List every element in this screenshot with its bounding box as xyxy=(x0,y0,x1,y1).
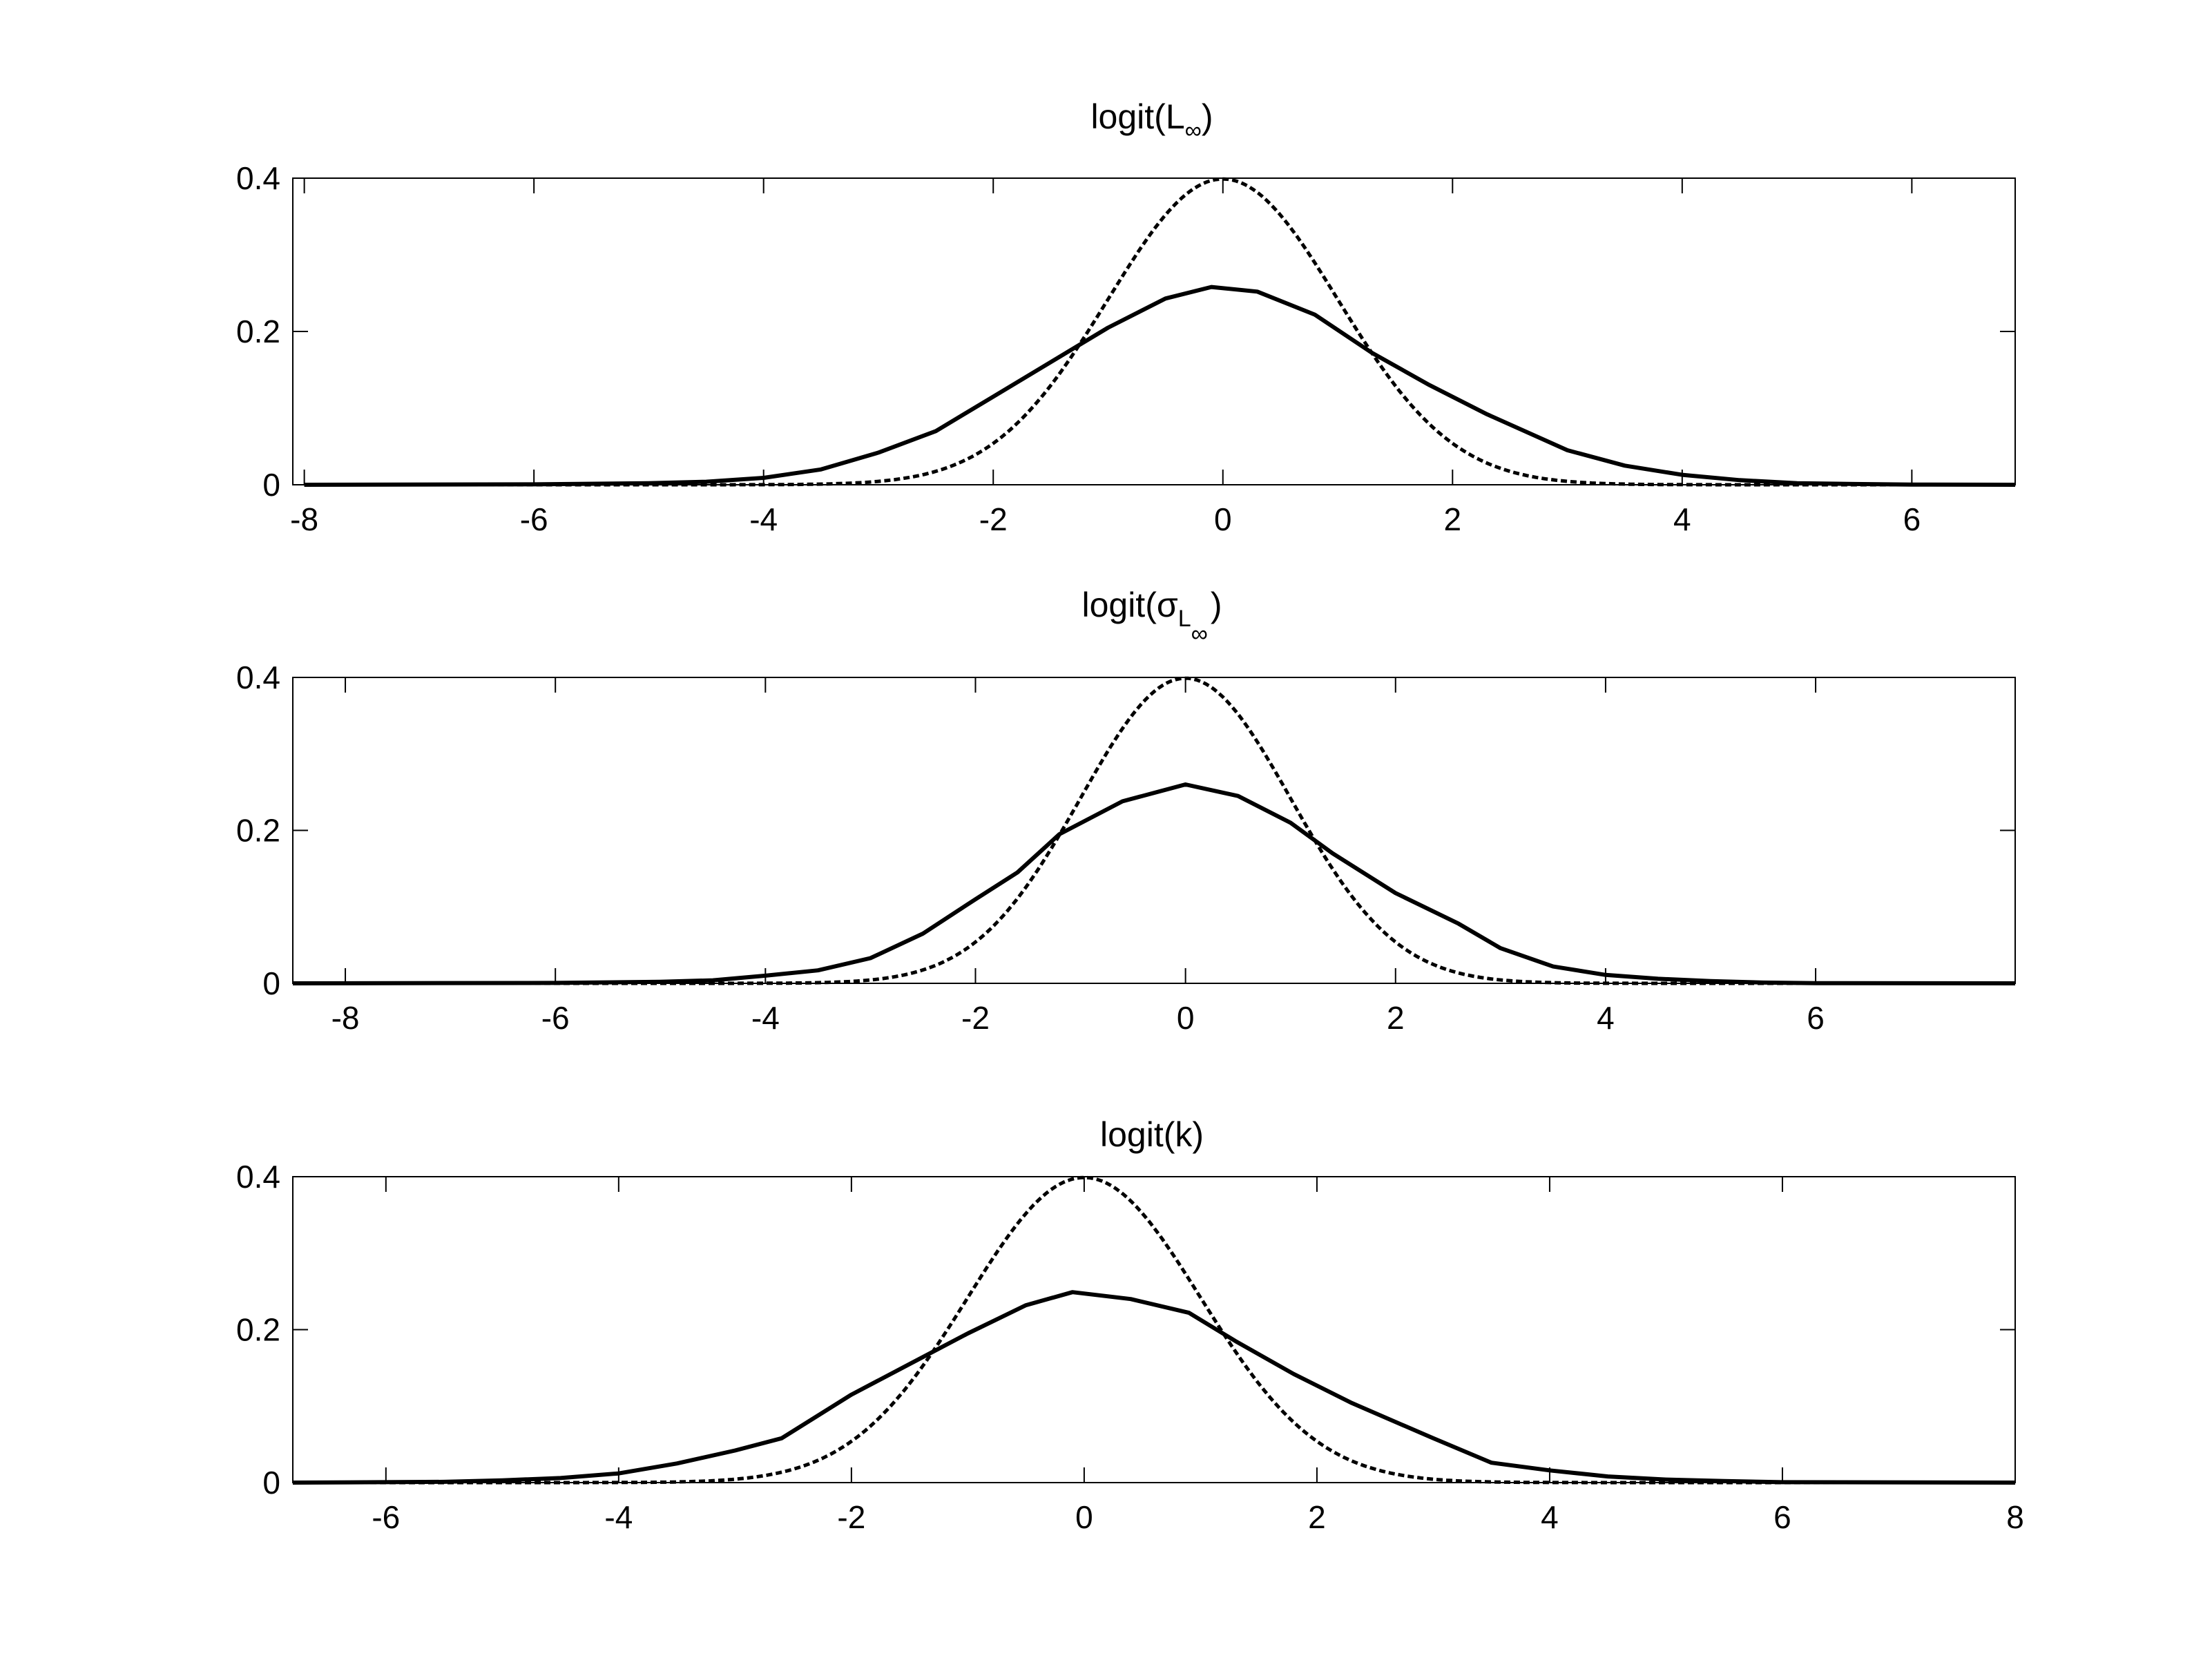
x-tick-label: 2 xyxy=(1443,501,1461,537)
x-tick-label: 2 xyxy=(1308,1499,1326,1535)
panel-logit-l-infinity: logit(L∞) -8 -6 -4 -2 0 2 4 6 0 0.2 0.4 xyxy=(236,97,2016,537)
x-tick-label: 4 xyxy=(1541,1499,1559,1535)
x-tick-label: 4 xyxy=(1673,501,1691,537)
x-tick-label: -4 xyxy=(604,1499,633,1535)
x-tick-label: -6 xyxy=(372,1499,400,1535)
x-tick-label: -8 xyxy=(331,1000,360,1036)
x-tick-label: -8 xyxy=(290,501,318,537)
series-line-posterior-solid xyxy=(292,782,2016,985)
y-tick-label: 0.2 xyxy=(236,314,280,349)
x-tick-label: 0 xyxy=(1177,1000,1195,1036)
x-tick-label: 0 xyxy=(1075,1499,1093,1535)
y-tick-label: 0 xyxy=(262,1465,280,1501)
panel-logit-k: logit(k) -6 -4 -2 0 2 4 6 8 0 0.2 0.4 xyxy=(236,1115,2024,1535)
y-tick-label: 0 xyxy=(262,965,280,1001)
x-tick-label: 8 xyxy=(2006,1499,2024,1535)
series-line-posterior-solid xyxy=(304,285,2016,487)
y-tick-label: 0.4 xyxy=(236,659,280,695)
series-line-normal-prior-dashed xyxy=(293,676,2015,985)
series-line-normal-prior-dashed xyxy=(304,177,2015,487)
x-tick-label: 6 xyxy=(1903,501,1921,537)
x-tick-label: -6 xyxy=(520,501,548,537)
series-line-posterior-solid xyxy=(292,1290,2016,1485)
y-tick-label: 0.4 xyxy=(236,1159,280,1195)
x-tick-label: 4 xyxy=(1597,1000,1615,1036)
x-tick-label: -2 xyxy=(979,501,1008,537)
x-tick-label: 2 xyxy=(1387,1000,1405,1036)
x-tick-label: -6 xyxy=(541,1000,570,1036)
x-tick-label: -2 xyxy=(837,1499,865,1535)
panel-title: logit(L∞) xyxy=(1090,97,1213,144)
series-line-normal-prior-dashed xyxy=(293,1175,2015,1485)
x-tick-label: 6 xyxy=(1807,1000,1825,1036)
x-tick-label: -4 xyxy=(751,1000,780,1036)
x-tick-label: -4 xyxy=(749,501,778,537)
x-tick-label: -2 xyxy=(961,1000,990,1036)
panel-logit-sigma-l-infinity: logit(σL∞) -8 -6 -4 -2 0 2 4 6 0 0.2 0.4 xyxy=(236,586,2016,1036)
y-tick-label: 0.2 xyxy=(236,1312,280,1348)
panel-title: logit(k) xyxy=(1100,1115,1204,1154)
y-tick-label: 0.2 xyxy=(236,813,280,849)
x-tick-label: 6 xyxy=(1773,1499,1791,1535)
panel-title: logit(σL∞) xyxy=(1081,586,1222,647)
x-tick-label: 0 xyxy=(1214,501,1232,537)
y-tick-label: 0.4 xyxy=(236,160,280,196)
y-tick-label: 0 xyxy=(262,467,280,503)
